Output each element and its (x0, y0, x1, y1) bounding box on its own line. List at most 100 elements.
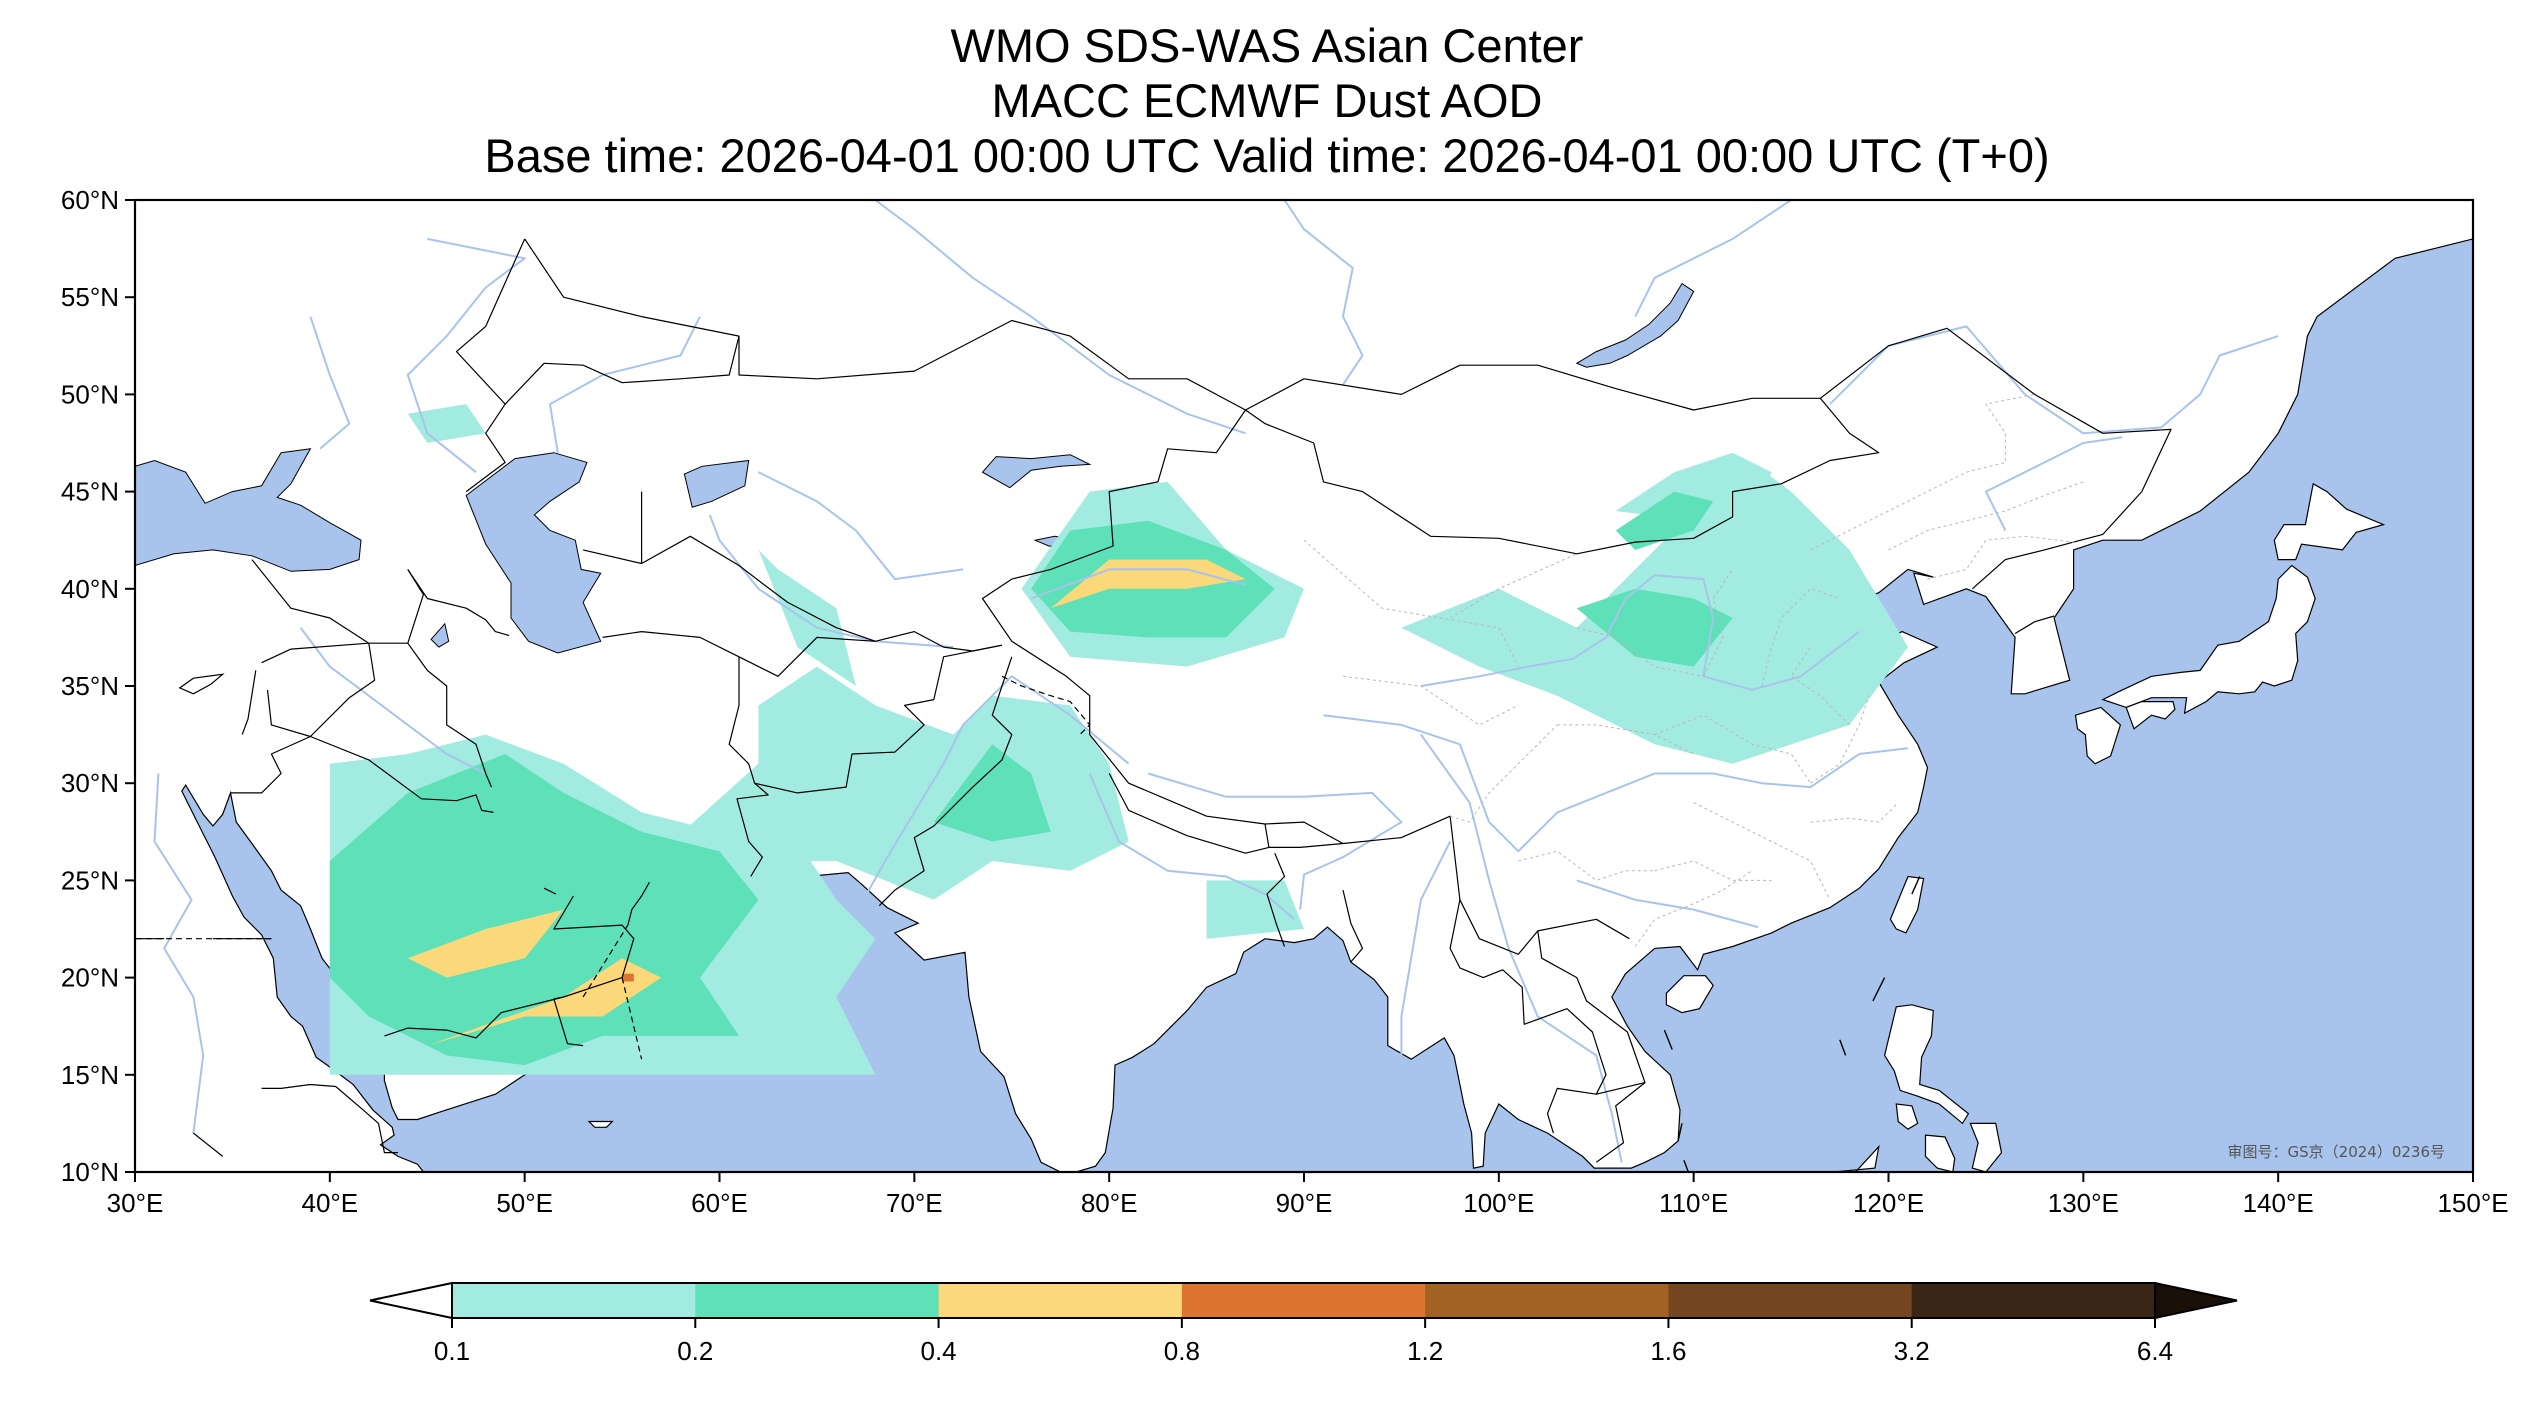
songhua-river (1984, 436, 2123, 531)
country-border-8 (602, 630, 769, 877)
dust-aod-0-2-area (1576, 588, 1733, 667)
syr-darya (758, 471, 964, 581)
province-boundary-9 (1654, 860, 1772, 881)
dust-aod-0-1-area (661, 666, 1129, 900)
country-border-37 (251, 559, 370, 644)
colorbar-tick-label: 0.2 (677, 1336, 713, 1366)
land-layer (135, 200, 2473, 1172)
colorbar-segment (452, 1283, 696, 1318)
province-boundary-16 (1810, 695, 1870, 784)
socotra (587, 1120, 614, 1128)
tigris-euphrates (299, 627, 487, 775)
yenisei-river (1283, 200, 1364, 386)
province-boundary-2 (1342, 675, 1519, 726)
maritime-line-3 (1839, 1039, 1847, 1056)
lake-urmia (430, 622, 450, 648)
province-boundary-7 (1654, 714, 1812, 784)
title-line-1: WMO SDS-WAS Asian Center (950, 19, 1584, 72)
taiwan (1889, 875, 1925, 934)
colorbar-tick-label: 0.4 (920, 1336, 956, 1366)
dust-aod-0-2-area (1615, 491, 1714, 550)
colorbar-tick-label: 1.2 (1407, 1336, 1443, 1366)
ural-river (549, 316, 701, 453)
country-border-13 (1268, 842, 1344, 849)
dust-aod-0-4-area (407, 909, 564, 978)
country-border-36 (377, 1123, 398, 1154)
colorbar-tick-label: 0.8 (1164, 1336, 1200, 1366)
lake-balkhash (981, 454, 1092, 489)
colorbar-segment (938, 1283, 1183, 1318)
country-border-16 (1449, 899, 1607, 1134)
colorbar-tick-label: 3.2 (1894, 1336, 1930, 1366)
dust-aod-0-2-area (933, 744, 1051, 842)
disputed-border-1 (621, 977, 643, 1060)
province-boundary-4 (1518, 850, 1655, 881)
dust-aod-0-8-area (622, 973, 634, 982)
lat-tick-label: 60°N (61, 185, 119, 215)
river-layer (153, 200, 2279, 1163)
colorbar-segment (1425, 1283, 1669, 1318)
country-border-2 (524, 238, 1246, 411)
border-layer (135, 238, 2172, 1172)
country-border-10 (754, 644, 1003, 794)
honshu (2101, 564, 2316, 715)
cyprus (178, 673, 225, 695)
country-border-24 (261, 642, 376, 738)
lon-tick-label: 120°E (1853, 1188, 1924, 1218)
amur-river (1829, 325, 2279, 435)
lon-tick-label: 80°E (1081, 1188, 1138, 1218)
lake-baikal (1575, 282, 1695, 368)
country-border-31 (384, 996, 564, 1039)
lat-tick-label: 30°N (61, 768, 119, 798)
province-boundary-10 (1761, 588, 1840, 687)
lat-tick-label: 50°N (61, 379, 119, 409)
country-border-14 (1266, 852, 1286, 947)
province-boundary-11 (1790, 646, 1850, 726)
province-boundary-12 (1888, 481, 2084, 551)
country-border-34 (193, 1132, 224, 1157)
province-boundary-14 (1810, 393, 2035, 551)
lon-tick-label: 90°E (1276, 1188, 1333, 1218)
country-border-21 (407, 569, 510, 637)
maritime-line-0 (1663, 1029, 1673, 1050)
maritime-line-4 (1872, 977, 1886, 1002)
lon-tick-label: 110°E (1659, 1188, 1728, 1218)
colorbar-min-extension (369, 1281, 453, 1320)
lat-tick-label: 25°N (61, 865, 119, 895)
hokkaido (2273, 482, 2386, 561)
kyushu (2074, 706, 2122, 765)
dust-aod-0-1-area (1206, 880, 1304, 939)
brahmaputra-river (1147, 772, 1403, 910)
country-border-30 (627, 882, 650, 926)
disputed-border-3 (1001, 675, 1091, 736)
country-border-12 (1108, 773, 1270, 854)
colorbar-frame (451, 1282, 2156, 1319)
longitude-axis: 30°E 40°E 50°E 60°E 70°E 80°E 90°E 100°E 110°E 12… (107, 1172, 2509, 1218)
country-border-7 (504, 335, 740, 405)
lon-tick-label: 50°E (496, 1188, 553, 1218)
colorbar-tick-label: 6.4 (2137, 1336, 2173, 1366)
country-border-23 (368, 569, 424, 644)
lat-tick-label: 45°N (61, 477, 119, 507)
lat-tick-label: 35°N (61, 671, 119, 701)
colorbar-segment (1668, 1283, 1913, 1318)
maritime-line-1 (1677, 1123, 1683, 1142)
amu-darya (708, 514, 954, 649)
province-boundary-3 (1449, 724, 1558, 823)
luzon (1883, 1004, 1970, 1125)
map-approval-watermark: 审图号：GS京（2024）0236号 (2228, 1143, 2446, 1161)
yangtze-river (1323, 714, 1909, 853)
colorbar-segment (1181, 1283, 1426, 1318)
lat-tick-label: 55°N (61, 282, 119, 312)
map-area (135, 200, 2473, 1172)
lat-tick-label: 20°N (61, 963, 119, 993)
lon-tick-label: 70°E (886, 1188, 943, 1218)
title-block: WMO SDS-WAS Asian Center MACC ECMWF Dust… (0, 18, 2534, 183)
country-border-1 (1245, 397, 1880, 555)
maritime-line-5 (1911, 876, 1921, 895)
mekong-river (1420, 734, 1623, 1163)
panay-negros (1924, 1134, 1956, 1172)
country-border-9 (738, 636, 876, 677)
colorbar-segment (1911, 1283, 2156, 1318)
province-boundary-1 (1449, 553, 1578, 619)
